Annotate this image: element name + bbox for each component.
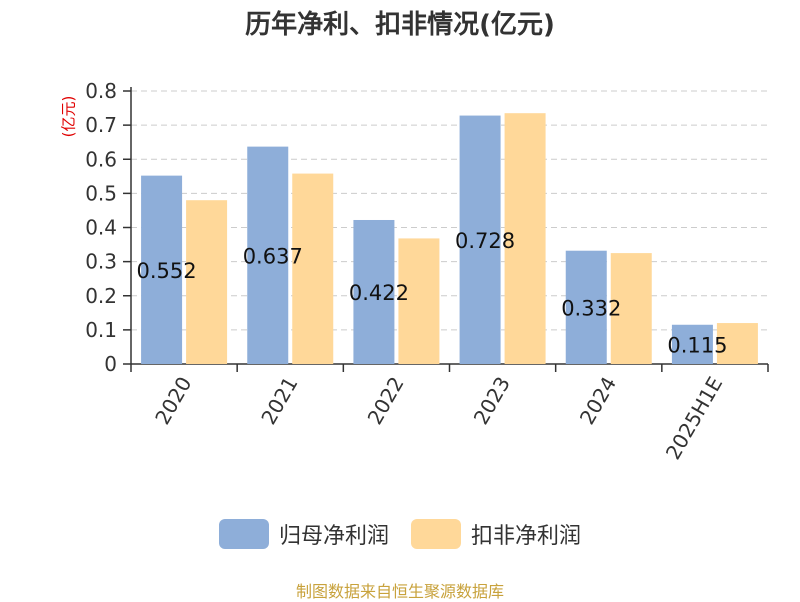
- x-tick-label: 2024: [575, 373, 621, 429]
- bar-series-2: [504, 113, 546, 365]
- chart-title: 历年净利、扣非情况(亿元): [245, 10, 555, 40]
- bar-series-1: [353, 219, 395, 364]
- legend: 归母净利润 扣非净利润: [0, 518, 800, 550]
- legend-item-series-1[interactable]: 归母净利润: [218, 518, 389, 550]
- y-tick-label: 0.8: [85, 79, 117, 103]
- y-tick-label: 0.7: [85, 113, 117, 137]
- x-tick-label: 2025H1E: [661, 373, 727, 464]
- bar-series-2: [186, 200, 228, 364]
- y-tick-label: 0.5: [85, 181, 117, 205]
- bar-series-1: [247, 146, 289, 364]
- source-note: 制图数据来自恒生聚源数据库: [295, 582, 504, 601]
- x-tick-label: 2023: [469, 373, 515, 429]
- legend-label-series-1: 归母净利润: [278, 524, 389, 549]
- y-tick-label: 0: [104, 352, 117, 376]
- y-tick-label: 0.6: [85, 147, 117, 171]
- legend-swatch-series-1: [218, 519, 269, 549]
- legend-item-series-2[interactable]: 扣非净利润: [411, 518, 581, 550]
- data-label: 0.552: [137, 259, 197, 283]
- bar-series-2: [716, 323, 758, 364]
- bar-series-2: [610, 253, 652, 364]
- bar-series-1: [141, 175, 183, 364]
- bar-series-2: [398, 238, 440, 364]
- data-label: 0.637: [243, 244, 303, 268]
- data-label: 0.422: [349, 281, 409, 305]
- bar-series-1: [565, 250, 607, 364]
- data-label: 0.115: [667, 333, 727, 357]
- legend-swatch-series-2: [411, 519, 461, 549]
- bar-series-1: [459, 115, 501, 364]
- data-label: 0.728: [455, 229, 515, 253]
- legend-label-series-2: 扣非净利润: [471, 524, 582, 549]
- x-tick-label: 2020: [150, 373, 196, 429]
- bar-series-1: [671, 324, 713, 364]
- data-label: 0.332: [561, 296, 621, 320]
- y-tick-label: 0.3: [85, 250, 117, 274]
- x-tick-label: 2021: [256, 373, 302, 429]
- y-tick-label: 0.4: [85, 216, 117, 240]
- bar-series-2: [292, 173, 334, 364]
- y-tick-label: 0.1: [85, 318, 117, 342]
- y-tick-label: 0.2: [85, 284, 117, 308]
- x-tick-label: 2022: [363, 373, 409, 429]
